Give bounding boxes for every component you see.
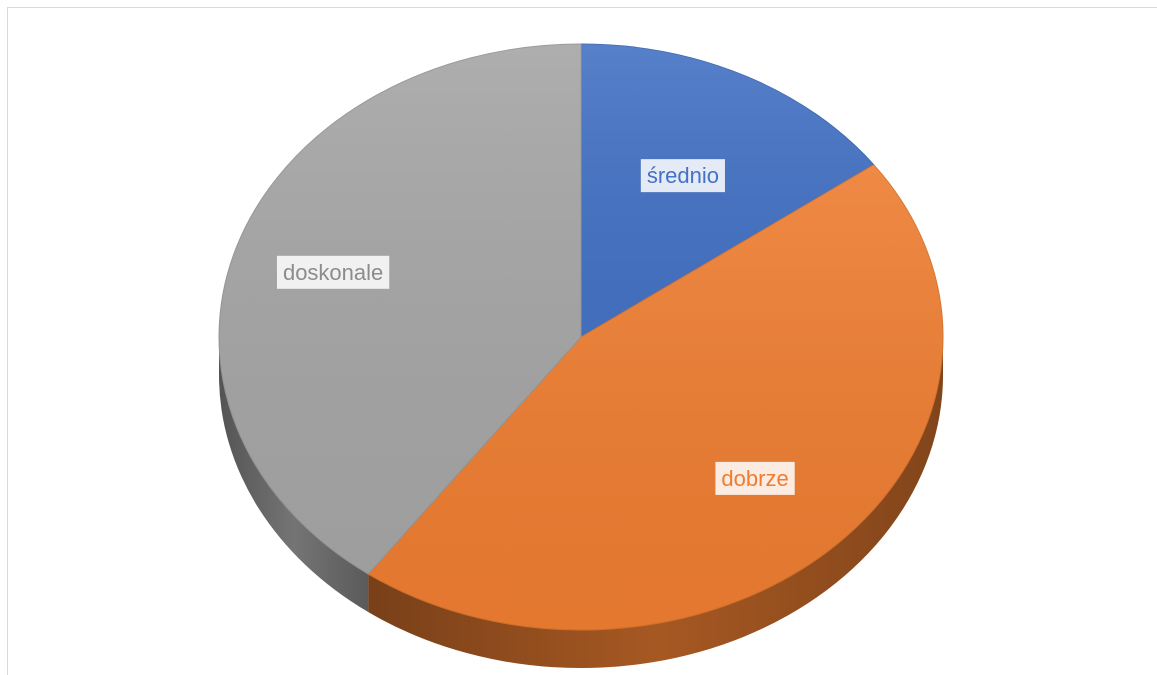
data-label-box-2 xyxy=(276,255,390,289)
data-label-box-0 xyxy=(640,159,725,193)
pie-slice-shade-1 xyxy=(368,164,943,630)
pie-labels: średnio dobrze doskonale xyxy=(276,159,795,495)
pie-side-shade-1 xyxy=(368,337,943,668)
pie-sides xyxy=(219,337,943,668)
data-label-box-1 xyxy=(715,461,795,495)
data-label-text-1: dobrze xyxy=(721,466,788,491)
pie-slice-shade-2 xyxy=(218,44,581,575)
data-label-text-0: średnio xyxy=(647,163,719,188)
pie-slice-shade-0 xyxy=(581,44,874,337)
pie-side-shade-2 xyxy=(219,337,369,613)
data-label-2: doskonale xyxy=(276,255,390,289)
pie-tops xyxy=(218,43,944,631)
data-label-0: średnio xyxy=(640,159,725,193)
data-label-text-2: doskonale xyxy=(283,260,383,285)
data-label-1: dobrze xyxy=(715,461,795,495)
